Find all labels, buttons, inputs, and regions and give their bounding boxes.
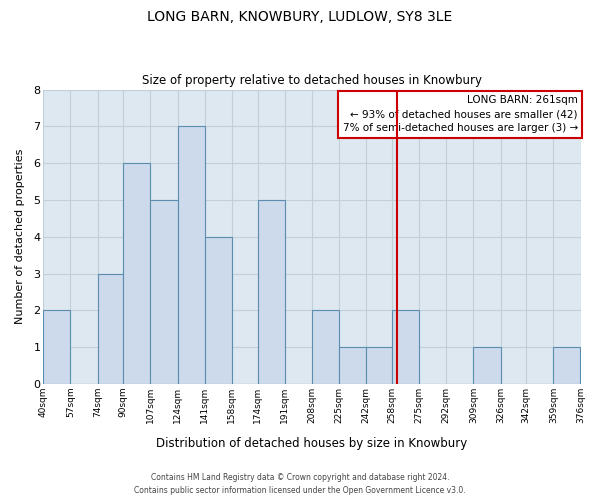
Bar: [473, 347, 500, 384]
X-axis label: Distribution of detached houses by size in Knowbury: Distribution of detached houses by size …: [156, 437, 467, 450]
Text: LONG BARN, KNOWBURY, LUDLOW, SY8 3LE: LONG BARN, KNOWBURY, LUDLOW, SY8 3LE: [148, 10, 452, 24]
Text: LONG BARN: 261sqm
← 93% of detached houses are smaller (42)
7% of semi-detached : LONG BARN: 261sqm ← 93% of detached hous…: [343, 96, 578, 134]
Bar: [123, 163, 151, 384]
Bar: [178, 126, 205, 384]
Bar: [257, 200, 284, 384]
Y-axis label: Number of detached properties: Number of detached properties: [15, 149, 25, 324]
Bar: [553, 347, 580, 384]
Bar: [392, 310, 419, 384]
Bar: [339, 347, 366, 384]
Title: Size of property relative to detached houses in Knowbury: Size of property relative to detached ho…: [142, 74, 482, 87]
Bar: [205, 237, 232, 384]
Bar: [151, 200, 178, 384]
Bar: [366, 347, 392, 384]
Bar: [43, 310, 70, 384]
Bar: [312, 310, 339, 384]
Bar: [98, 274, 123, 384]
Text: Contains HM Land Registry data © Crown copyright and database right 2024.
Contai: Contains HM Land Registry data © Crown c…: [134, 473, 466, 495]
